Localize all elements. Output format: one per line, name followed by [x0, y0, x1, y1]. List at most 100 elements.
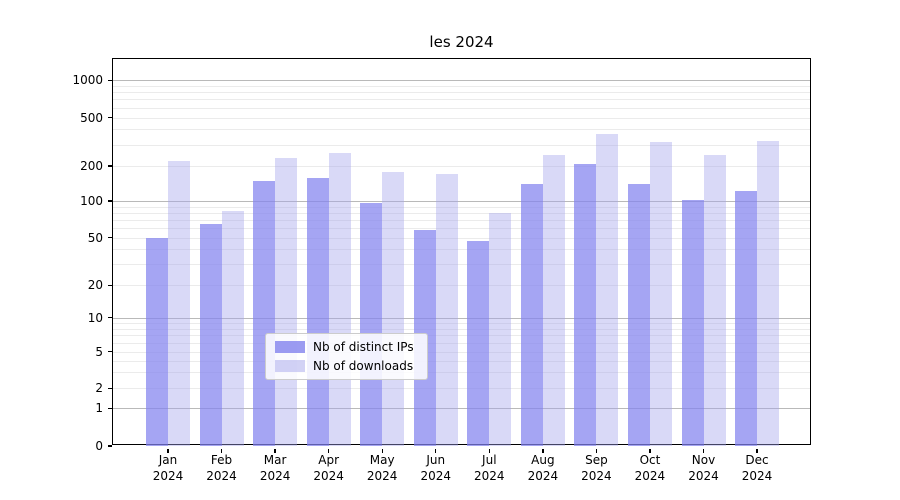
y-gridline-minor	[113, 92, 810, 94]
y-gridline-minor	[113, 228, 810, 230]
bar-distinct-ips-oct	[627, 184, 650, 446]
legend: Nb of distinct IPs Nb of downloads	[265, 333, 428, 380]
x-tick-label: Jul 2024	[474, 453, 505, 483]
legend-label-distinct-ips: Nb of distinct IPs	[313, 340, 414, 354]
x-tick-mark	[595, 449, 598, 453]
y-gridline-minor	[113, 351, 810, 353]
y-tick-label: 500	[80, 110, 103, 125]
y-gridline-major	[113, 201, 810, 202]
y-tick-mark	[107, 165, 112, 167]
y-tick-mark	[107, 317, 112, 319]
bar-downloads-jun	[435, 173, 458, 446]
y-gridline-minor	[113, 206, 810, 208]
y-tick-mark	[107, 284, 112, 286]
plot-area: 1000 500 200 100 50 20 10 5 2 1 0 Jan 2024 Feb 2024 Mar…	[72, 58, 811, 483]
bar-downloads-aug	[542, 155, 565, 446]
y-tick-mark	[107, 79, 112, 81]
y-gridline-minor	[113, 107, 810, 109]
x-tick-mark	[649, 449, 651, 453]
y-gridline-minor	[113, 166, 810, 167]
y-gridline-major	[113, 408, 810, 410]
x-tick-label: Jun 2024	[420, 453, 452, 483]
bar-downloads-jul	[489, 212, 512, 446]
y-gridline-minor	[113, 372, 810, 374]
y-tick-label: 2	[95, 381, 103, 396]
bar-downloads-mar	[275, 158, 298, 446]
chart-title: les 2024	[429, 33, 494, 51]
x-tick-label: May 2024	[366, 453, 398, 483]
x-tick-mark	[435, 449, 437, 453]
bar-downloads-sep	[596, 133, 619, 446]
y-tick-mark	[107, 387, 112, 389]
y-gridline-minor	[113, 264, 810, 266]
bar-downloads-dec	[757, 140, 780, 446]
bar-distinct-ips-jan	[146, 237, 168, 446]
y-tick-label: 1000	[72, 73, 103, 88]
x-tick-mark	[381, 449, 383, 453]
x-tick-label: Mar 2024	[259, 453, 291, 483]
x-tick-label: Oct 2024	[634, 453, 666, 483]
y-gridline-minor	[113, 342, 810, 344]
y-tick-label: 200	[80, 159, 103, 173]
y-tick-mark	[107, 445, 112, 447]
y-tick-label: 20	[87, 278, 103, 293]
y-tick-mark	[107, 200, 112, 202]
y-tick-label: 100	[80, 194, 103, 208]
bar-distinct-ips-may	[360, 202, 383, 446]
x-tick-label: Sep 2024	[581, 453, 612, 483]
y-gridline-minor	[113, 322, 810, 324]
bar-distinct-ips-aug	[520, 184, 543, 446]
y-gridline-minor	[113, 249, 810, 251]
bar-distinct-ips-apr	[306, 177, 329, 446]
y-gridline-minor	[113, 237, 810, 239]
y-gridline-major	[113, 317, 810, 319]
x-tick-mark	[756, 449, 758, 453]
y-tick-label: 50	[87, 230, 103, 245]
y-tick-mark	[107, 407, 112, 409]
x-tick-label: Nov 2024	[688, 453, 719, 483]
y-tick-label: 0	[95, 439, 103, 453]
x-tick-label: Aug 2024	[527, 453, 559, 483]
bar-downloads-may	[382, 172, 405, 446]
y-tick-mark	[107, 351, 112, 353]
bar-distinct-ips-sep	[574, 163, 597, 446]
x-tick-mark	[167, 449, 169, 453]
y-gridline-minor	[113, 99, 810, 101]
y-gridline-minor	[113, 85, 810, 87]
x-tick-mark	[220, 449, 223, 453]
y-tick-label: 10	[87, 310, 103, 325]
bar-downloads-jan	[168, 161, 190, 446]
bar-downloads-apr	[328, 153, 351, 446]
bar-distinct-ips-nov	[681, 199, 704, 446]
y-tick-label: 1	[95, 401, 103, 416]
x-tick-mark	[702, 449, 705, 453]
bar-distinct-ips-jul	[467, 240, 490, 446]
bar-downloads-nov	[703, 155, 726, 446]
x-tick-mark	[488, 449, 490, 453]
x-tick-mark	[327, 449, 330, 453]
x-tick-label: Dec 2024	[741, 453, 773, 483]
y-gridline-minor	[113, 117, 810, 119]
y-tick-mark	[107, 237, 112, 239]
y-gridline-minor	[113, 129, 810, 131]
bar-distinct-ips-feb	[199, 223, 222, 446]
bar-distinct-ips-dec	[735, 190, 758, 446]
x-tick-label: Feb 2024	[206, 453, 237, 483]
y-gridline-minor	[113, 388, 810, 390]
x-tick-label: Jan 2024	[152, 453, 184, 483]
y-gridline-major	[113, 80, 810, 82]
bar-distinct-ips-mar	[253, 180, 276, 446]
y-gridline-minor	[113, 335, 810, 337]
legend-swatch-distinct-ips	[275, 341, 305, 353]
bar-downloads-feb	[221, 210, 244, 446]
y-tick-label: 5	[95, 344, 103, 359]
legend-label-downloads: Nb of downloads	[313, 359, 414, 373]
y-gridline-minor	[113, 360, 810, 362]
y-gridline-minor	[113, 219, 810, 221]
legend-swatch-downloads	[275, 360, 305, 372]
x-tick-label: Apr 2024	[313, 453, 344, 483]
bar-downloads-oct	[649, 142, 672, 446]
y-gridline-minor	[113, 285, 810, 287]
y-gridline-minor	[113, 144, 810, 146]
